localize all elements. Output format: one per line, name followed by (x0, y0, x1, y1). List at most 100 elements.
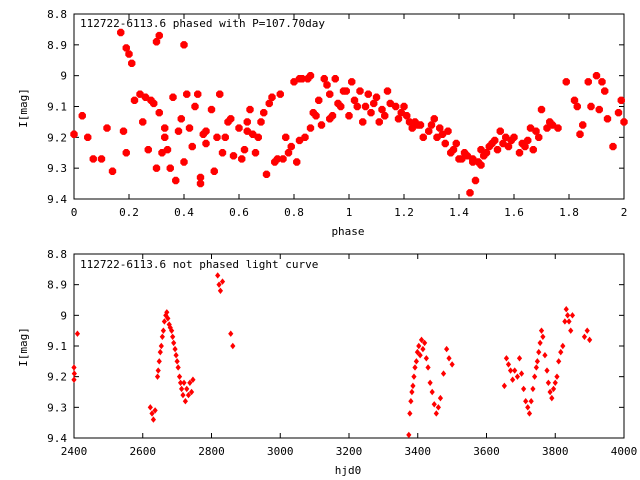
plot-area-bottom: 2400 2600 2800 3000 3200 3400 3600 3800 4000 8.8 8… (47, 248, 637, 458)
data-point (537, 339, 543, 347)
data-point (155, 31, 163, 40)
data-point (128, 59, 136, 68)
data-point (573, 102, 581, 111)
data-point (265, 99, 273, 108)
data-point (176, 373, 183, 380)
data-point (477, 161, 485, 169)
data-point (345, 112, 353, 120)
data-point (348, 78, 356, 86)
data-point (581, 333, 588, 340)
x-tick-label: 3600 (473, 445, 500, 458)
x-tick-label: 3400 (405, 445, 432, 458)
data-point (444, 345, 450, 353)
data-point (317, 121, 326, 129)
data-point (431, 401, 437, 408)
data-point (174, 127, 183, 135)
data-point (471, 176, 480, 185)
plot-area-top: 0 0.2 0.4 0.6 0.8 1 1.2 1.4 1.6 1.8 2 8.8 8.9 9 9.1 9.2… (47, 8, 628, 219)
data-point (558, 348, 564, 356)
data-point (491, 136, 499, 145)
data-point (579, 121, 587, 129)
data-point (164, 309, 170, 316)
data-point (103, 124, 111, 132)
data-point (592, 71, 601, 80)
data-point (188, 142, 196, 151)
y-tick-label: 9.3 (47, 401, 67, 414)
data-point (507, 367, 514, 374)
data-point (161, 124, 169, 132)
data-point (130, 96, 139, 105)
data-point (514, 373, 521, 380)
data-point (542, 352, 548, 359)
data-point (576, 130, 584, 138)
data-point (312, 112, 320, 120)
data-point (568, 327, 574, 334)
x-tick-label: 3800 (542, 445, 569, 458)
data-point (383, 87, 392, 95)
data-point (530, 385, 536, 393)
data-point (262, 170, 271, 179)
data-point (410, 382, 416, 390)
data-point (172, 345, 178, 353)
data-point (525, 404, 531, 411)
data-point (293, 158, 301, 166)
data-point (320, 75, 328, 83)
data-point (196, 173, 205, 182)
data-point (342, 87, 350, 95)
data-point (178, 385, 185, 393)
data-point (521, 385, 527, 393)
data-point (440, 370, 447, 377)
data-point (190, 376, 196, 383)
x-tick-label: 1.4 (449, 206, 469, 219)
data-point (174, 358, 180, 365)
data-point (216, 281, 222, 288)
data-point (569, 312, 576, 319)
data-point (194, 90, 202, 98)
x-tick-label: 0.8 (284, 206, 304, 219)
data-point (552, 379, 558, 386)
data-point (279, 155, 287, 163)
data-point (172, 176, 180, 185)
data-point (187, 379, 193, 386)
data-point (430, 115, 438, 123)
x-tick-label: 4000 (611, 445, 638, 458)
data-point (414, 348, 421, 356)
data-point (416, 121, 425, 129)
data-point (149, 410, 155, 417)
data-point (532, 127, 540, 135)
data-point (501, 382, 507, 390)
data-point (504, 142, 513, 151)
data-point (202, 127, 210, 135)
data-point (251, 149, 260, 157)
data-point (406, 431, 412, 439)
x-tick-label: 3000 (267, 445, 294, 458)
data-point (510, 133, 518, 142)
data-point (405, 118, 414, 126)
data-point (180, 158, 188, 166)
data-point (328, 112, 337, 120)
data-point (429, 388, 435, 396)
data-point (180, 391, 186, 399)
data-point (560, 342, 566, 350)
data-point (144, 145, 152, 154)
data-point (229, 152, 238, 160)
data-point (125, 50, 133, 58)
y-tick-label: 9.2 (47, 131, 67, 144)
data-point (97, 155, 106, 163)
data-point (306, 71, 315, 80)
data-point (412, 364, 418, 371)
data-point (435, 404, 441, 411)
data-point (350, 96, 359, 105)
y-tick-label: 9 (60, 70, 67, 83)
data-point (171, 339, 177, 347)
data-point (152, 38, 161, 46)
y-tick-label: 9.1 (47, 340, 67, 353)
y-tick-label: 9.4 (47, 193, 67, 206)
y-tick-label: 9.3 (47, 162, 67, 175)
data-point (370, 99, 378, 108)
data-point (532, 373, 538, 380)
data-point (408, 398, 414, 405)
data-point (70, 130, 78, 138)
